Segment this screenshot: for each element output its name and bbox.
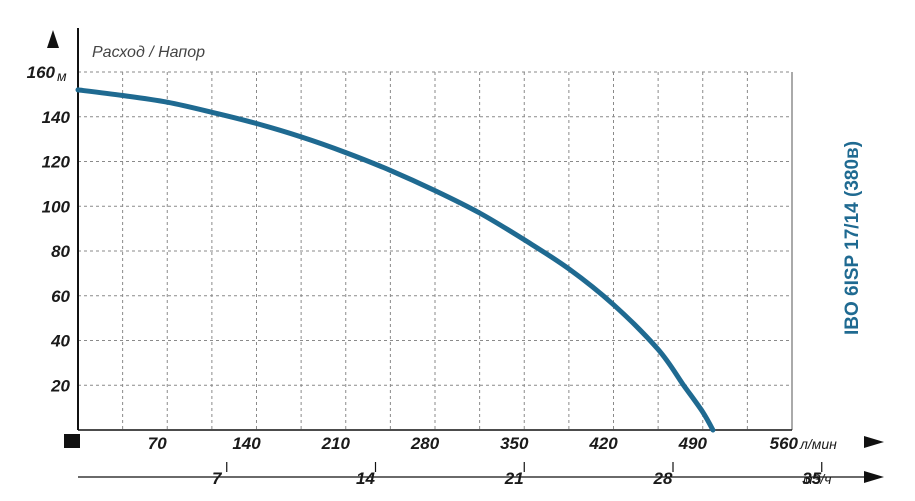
x-tick-label-secondary: 7 bbox=[212, 469, 223, 488]
origin-marker bbox=[64, 434, 80, 448]
x-tick-labels-primary: 70 140 210 280 350 420 490 560 bbox=[148, 434, 799, 453]
y-tick-label: 100 bbox=[42, 197, 71, 216]
series-line bbox=[75, 87, 716, 433]
x-tick-label-primary: 490 bbox=[678, 434, 708, 453]
axes bbox=[47, 28, 884, 483]
y-tick-label: 20 bbox=[50, 376, 70, 395]
y-tick-label: 140 bbox=[42, 108, 71, 127]
y-tick-label: 60 bbox=[51, 287, 70, 306]
y-tick-label: 80 bbox=[51, 242, 70, 261]
x-tick-label-secondary: 35 bbox=[802, 469, 821, 488]
x-axis-arrow-primary bbox=[864, 436, 884, 448]
x-tick-label-secondary: 28 bbox=[653, 469, 673, 488]
x-unit-primary: л/мин bbox=[799, 436, 837, 452]
grid bbox=[78, 71, 793, 430]
x-tick-label-secondary: 14 bbox=[356, 469, 375, 488]
x-tick-label-primary: 420 bbox=[588, 434, 618, 453]
x-tick-label-secondary: 21 bbox=[504, 469, 524, 488]
y-tick-labels: 20 40 60 80 100 120 140 160 bbox=[27, 63, 71, 395]
y-tick-label: 160 bbox=[27, 63, 56, 82]
x-tick-label-primary: 350 bbox=[500, 434, 529, 453]
y-axis-label: Расход / Напор bbox=[92, 44, 205, 61]
chart-title: IBO 6ISP 17/14 (380в) bbox=[842, 141, 863, 335]
x-unit-secondary: м3/ч bbox=[803, 471, 832, 487]
x-tick-labels-secondary: 7 14 21 28 35 bbox=[212, 462, 823, 488]
x-tick-label-primary: 560 bbox=[770, 434, 799, 453]
x-tick-label-primary: 70 bbox=[148, 434, 167, 453]
y-axis-arrow bbox=[47, 30, 59, 48]
y-unit-label: м bbox=[57, 68, 67, 84]
x-tick-label-primary: 210 bbox=[321, 434, 351, 453]
x-tick-label-primary: 140 bbox=[232, 434, 261, 453]
x-axis-arrow-secondary bbox=[864, 471, 884, 483]
x-tick-label-primary: 280 bbox=[410, 434, 440, 453]
y-tick-label: 40 bbox=[50, 332, 70, 351]
y-tick-label: 120 bbox=[42, 153, 71, 172]
